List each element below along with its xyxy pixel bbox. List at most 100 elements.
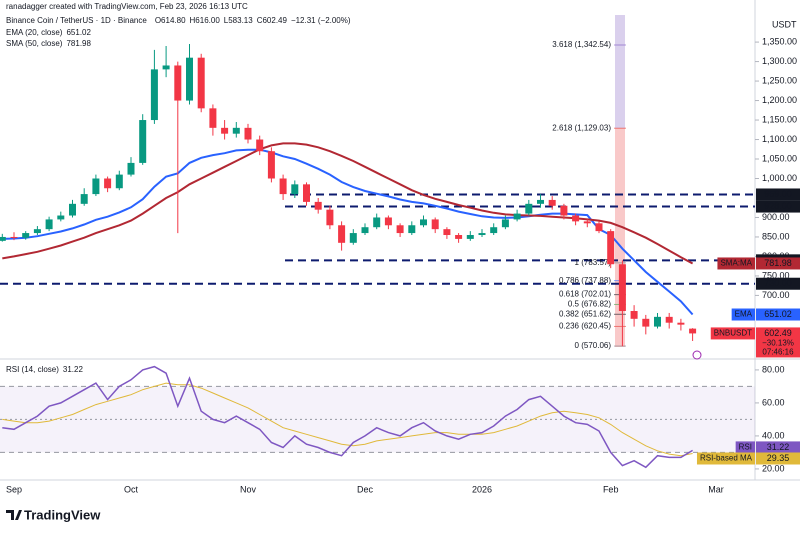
fib-label: 0.618 (702.01) bbox=[559, 290, 611, 299]
y-tick-label: 1,050.00 bbox=[762, 153, 797, 163]
candle-body bbox=[572, 215, 580, 222]
price-badge-value: 651.02 bbox=[764, 309, 792, 319]
candle-body bbox=[560, 205, 568, 216]
candle-body bbox=[174, 65, 182, 101]
legend-name: SMA (50, close) bbox=[6, 39, 63, 48]
fib-label: 0.5 (676.82) bbox=[568, 300, 611, 309]
fib-label: 0.236 (620.45) bbox=[559, 322, 611, 331]
y-tick-label: 1,100.00 bbox=[762, 134, 797, 144]
ohlc-label: L bbox=[224, 16, 229, 25]
candle-body bbox=[630, 311, 638, 319]
candle-body bbox=[92, 178, 100, 195]
candle-body bbox=[186, 57, 193, 101]
candle-body bbox=[127, 162, 135, 175]
y-tick-label: 60.00 bbox=[762, 397, 785, 407]
candle-body bbox=[501, 219, 509, 228]
rsi-badge-name-bg bbox=[696, 452, 755, 465]
symbol: Binance Coin / TetherUS · 1D · Binance bbox=[6, 16, 147, 25]
candle-body bbox=[314, 201, 322, 210]
candle-body bbox=[431, 219, 439, 230]
candle-body bbox=[45, 219, 53, 230]
legend-value: 781.98 bbox=[66, 39, 91, 48]
fib-label: 0 (570.06) bbox=[575, 341, 612, 350]
rsi-badge bbox=[756, 441, 800, 454]
series-line bbox=[2, 365, 693, 469]
y-tick-label: 1,150.00 bbox=[762, 114, 797, 124]
y-tick-label: 750.00 bbox=[762, 270, 790, 280]
x-tick-label: Dec bbox=[357, 484, 374, 494]
fib-label: 0.382 (651.62) bbox=[559, 309, 611, 318]
candle-body bbox=[197, 57, 205, 109]
candle-body bbox=[291, 184, 299, 195]
x-tick-label: Sep bbox=[6, 484, 22, 494]
series-line bbox=[2, 382, 693, 457]
candle-body bbox=[618, 264, 626, 312]
alert-icon bbox=[692, 350, 702, 360]
price-badge-value: 602.49 bbox=[764, 328, 792, 338]
candle-body bbox=[455, 235, 463, 239]
candle-body bbox=[10, 236, 18, 238]
y-tick-label: 1,000.00 bbox=[762, 173, 797, 183]
price-badge-tag: EMA bbox=[735, 310, 753, 319]
rsi-badge-name: RSI bbox=[739, 443, 752, 452]
attribution: ranadagger created with TradingView.com,… bbox=[6, 2, 248, 11]
x-tick-label: Nov bbox=[240, 484, 257, 494]
candle-body bbox=[326, 209, 334, 226]
level-label: 928.00 bbox=[764, 201, 792, 211]
candle-body bbox=[33, 229, 41, 234]
x-tick-label: 2026 bbox=[472, 484, 492, 494]
series-line bbox=[2, 148, 694, 316]
candle-body bbox=[115, 174, 123, 189]
candle-body bbox=[338, 225, 346, 243]
candle-body bbox=[583, 221, 591, 224]
ohlc-value: 583.13 bbox=[228, 16, 253, 25]
price-badge bbox=[756, 257, 800, 270]
price-badge-tag-bg bbox=[710, 327, 755, 340]
y-tick-label: 1,200.00 bbox=[762, 95, 797, 105]
x-tick-label: Oct bbox=[124, 484, 139, 494]
y-tick-label: 20.00 bbox=[762, 463, 785, 473]
ohlc-label: C bbox=[257, 16, 263, 25]
candle-body bbox=[256, 139, 264, 152]
rsi-badge-name-bg bbox=[735, 441, 755, 454]
candle-body bbox=[443, 229, 451, 236]
candle-body bbox=[396, 225, 404, 234]
candle-body bbox=[279, 178, 287, 195]
price-badge-extra: −30.13% bbox=[762, 339, 794, 348]
legend-value: 651.02 bbox=[66, 28, 91, 37]
brand: TradingView bbox=[24, 507, 101, 522]
candle-body bbox=[490, 227, 498, 234]
ohlc-value: 616.00 bbox=[195, 16, 220, 25]
fib-label: 0.786 (737.88) bbox=[559, 276, 611, 285]
fib-label: 1 (783.57) bbox=[575, 258, 612, 267]
price-badge-value: 781.98 bbox=[764, 258, 792, 268]
legend-name: EMA (20, close) bbox=[6, 28, 63, 37]
candle-body bbox=[267, 151, 275, 179]
x-tick-label: Mar bbox=[708, 484, 724, 494]
price-badge bbox=[756, 308, 800, 321]
candle-body bbox=[513, 213, 521, 220]
candle-body bbox=[689, 328, 697, 334]
candle-body bbox=[361, 227, 369, 234]
candle-body bbox=[0, 236, 6, 241]
fib-label: 3.618 (1,342.54) bbox=[552, 40, 611, 49]
y-tick-label: 80.00 bbox=[762, 364, 785, 374]
x-tick-label: Feb bbox=[603, 484, 619, 494]
price-badge-tag-bg bbox=[731, 308, 755, 321]
candle-body bbox=[537, 199, 544, 204]
candle-body bbox=[607, 231, 615, 265]
price-badge bbox=[756, 327, 800, 358]
price-badge-extra: 07:46:16 bbox=[762, 348, 794, 357]
candle-body bbox=[303, 184, 310, 202]
rsi-title: RSI (14, close) bbox=[6, 365, 59, 374]
candle-body bbox=[221, 127, 229, 134]
level-label: 959.00 bbox=[764, 189, 792, 199]
candle-body bbox=[104, 178, 112, 189]
y-tick-label: 1,350.00 bbox=[762, 36, 797, 46]
y-tick-label: 1,250.00 bbox=[762, 75, 797, 85]
ohlc-value: 602.49 bbox=[262, 16, 287, 25]
candle-body bbox=[162, 65, 170, 70]
y-tick-label: 1,300.00 bbox=[762, 56, 797, 66]
fib-label: 2.618 (1,129.03) bbox=[552, 123, 611, 132]
